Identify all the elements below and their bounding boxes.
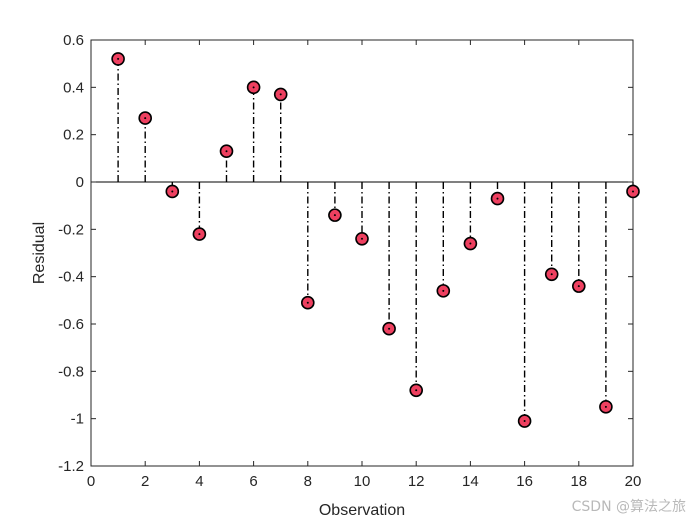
data-point-center <box>252 86 255 89</box>
x-axis-label: Observation <box>319 502 405 519</box>
x-tick-label: 10 <box>354 473 371 490</box>
data-point-center <box>198 233 201 236</box>
data-point-center <box>415 389 418 392</box>
x-tick-label: 20 <box>625 473 642 490</box>
data-point-center <box>550 273 553 276</box>
x-tick-label: 12 <box>408 473 425 490</box>
y-tick-label: -0.8 <box>58 363 84 380</box>
y-tick-label: 0 <box>76 174 84 191</box>
y-axis-label: Residual <box>31 222 48 284</box>
data-point-center <box>604 405 607 408</box>
x-tick-label: 4 <box>195 473 203 490</box>
data-point-center <box>632 190 634 193</box>
y-tick-label: -0.4 <box>58 269 84 286</box>
data-point-center <box>442 289 445 292</box>
data-point-center <box>361 237 363 240</box>
x-tick-label: 0 <box>87 473 95 490</box>
y-tick-label: 0.4 <box>63 79 84 96</box>
x-tick-label: 14 <box>462 473 479 490</box>
y-tick-label: -0.6 <box>58 316 84 333</box>
y-tick-label: 0.6 <box>63 32 84 49</box>
y-tick-label: 0.2 <box>63 127 84 144</box>
y-tick-label: -1.2 <box>58 458 84 475</box>
data-point-center <box>577 285 580 288</box>
x-tick-label: 8 <box>304 473 312 490</box>
x-axis-ticks: 0 2 4 6 8 10 12 14 16 18 20 <box>87 40 642 490</box>
plot-area <box>91 40 633 466</box>
x-tick-label: 16 <box>516 473 533 490</box>
data-point-center <box>388 327 391 330</box>
data-point-center <box>306 301 309 304</box>
watermark-text: CSDN @算法之旅 <box>571 499 686 515</box>
data-point-center <box>496 197 499 200</box>
data-point-center <box>523 420 526 423</box>
data-point-center <box>469 242 472 245</box>
markers-layer <box>111 52 640 428</box>
x-tick-label: 6 <box>249 473 257 490</box>
y-axis-ticks: -1.2 -1 -0.8 -0.6 -0.4 -0.2 0 0.2 0.4 0.6 <box>58 32 633 475</box>
data-point-center <box>279 93 282 96</box>
data-point-center <box>144 117 147 120</box>
data-point-center <box>333 214 336 217</box>
x-tick-label: 2 <box>141 473 149 490</box>
x-tick-label: 18 <box>570 473 587 490</box>
y-tick-label: -1 <box>71 411 84 428</box>
data-point-center <box>225 150 228 153</box>
data-point-center <box>171 190 174 193</box>
data-point-center <box>117 57 120 60</box>
y-tick-label: -0.2 <box>58 221 84 238</box>
